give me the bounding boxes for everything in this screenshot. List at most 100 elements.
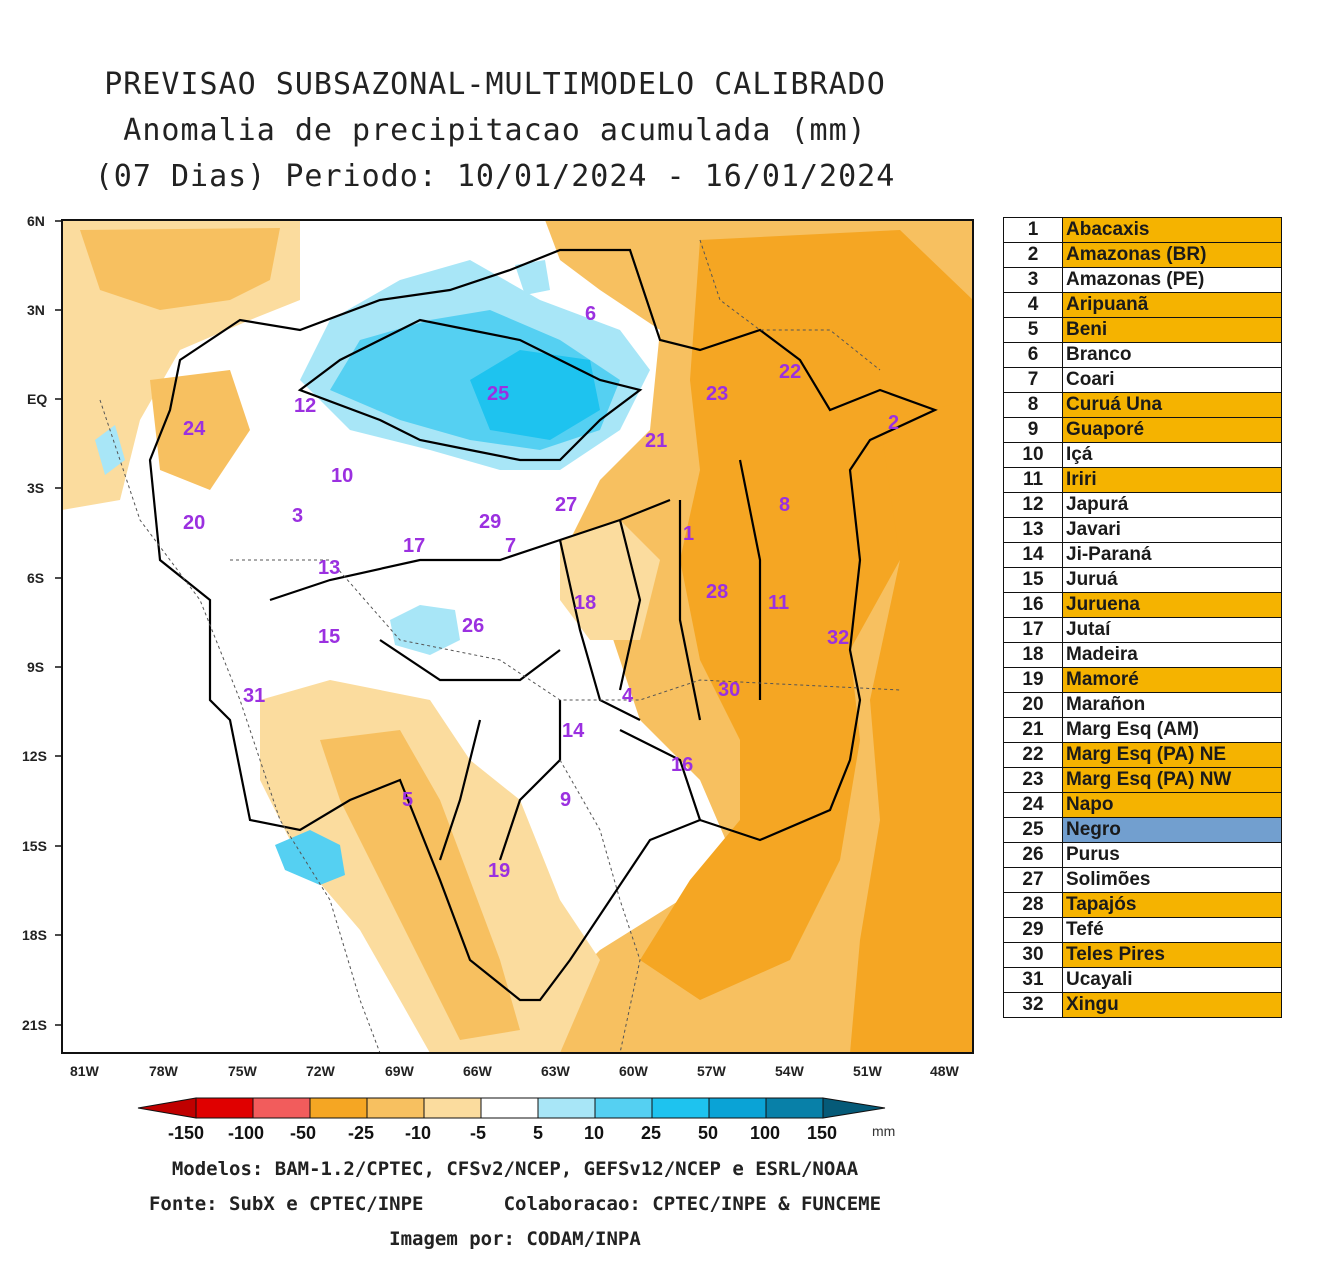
legend-row: 31 Ucayali [1003, 967, 1282, 993]
colorbar-swatch [252, 1097, 311, 1119]
basin-legend-body: 1 Abacaxis 2 Amazonas (BR) 3 Amazonas (PE) 4 Ar… [1003, 217, 1282, 1018]
legend-row: 22 Marg Esq (PA) NE [1003, 742, 1282, 768]
basin-label: 13 [318, 557, 340, 579]
dry-anomaly-madeira [560, 520, 660, 640]
colorbar-swatch [594, 1097, 653, 1119]
lon-label: 57W [697, 1063, 727, 1079]
colorbar: -150 -100 -50 -25 -10 -5 5 10 25 50 100 … [137, 1097, 895, 1143]
colorbar-label: -10 [405, 1123, 431, 1143]
basin-label: 21 [645, 430, 667, 452]
legend-row: 3 Amazonas (PE) [1003, 267, 1282, 293]
legend-row: 15 Juruá [1003, 567, 1282, 593]
legend-number: 27 [1003, 867, 1063, 893]
legend-number: 10 [1003, 442, 1063, 468]
lon-label: 75W [228, 1063, 258, 1079]
basin-label: 20 [183, 512, 205, 534]
lon-label: 78W [149, 1063, 179, 1079]
legend-row: 25 Negro [1003, 817, 1282, 843]
border-line-2 [230, 559, 901, 701]
basin-label: 6 [585, 303, 596, 325]
legend-basin-name: Purus [1062, 842, 1282, 868]
legend-number: 31 [1003, 967, 1063, 993]
legend-row: 28 Tapajós [1003, 892, 1282, 918]
basin-legend-table: 1 Abacaxis 2 Amazonas (BR) 3 Amazonas (PE) 4 Ar… [1003, 217, 1282, 1018]
colorbar-label: -5 [470, 1123, 486, 1143]
legend-basin-name: Iriri [1062, 467, 1282, 493]
legend-number: 25 [1003, 817, 1063, 843]
basin-label: 9 [560, 789, 571, 811]
basin-labels: 1 2 3 4 5 6 7 8 9 10 11 12 13 14 15 16 1… [183, 303, 899, 882]
legend-row: 6 Branco [1003, 342, 1282, 368]
basin-label: 22 [779, 361, 801, 383]
wet-anomaly-purus [390, 605, 460, 655]
legend-number: 24 [1003, 792, 1063, 818]
legend-basin-name: Amazonas (BR) [1062, 242, 1282, 268]
basin-label: 3 [292, 505, 303, 527]
legend-basin-name: Marañon [1062, 692, 1282, 718]
lon-label: 54W [775, 1063, 805, 1079]
colorbar-swatch [765, 1097, 824, 1119]
lat-label: 6S [27, 570, 44, 586]
legend-number: 11 [1003, 467, 1063, 493]
footer-image-credit: Imagem por: CODAM/INPA [389, 1228, 641, 1250]
legend-basin-name: Marg Esq (AM) [1062, 717, 1282, 743]
legend-number: 30 [1003, 942, 1063, 968]
legend-basin-name: Ji-Paraná [1062, 542, 1282, 568]
legend-number: 13 [1003, 517, 1063, 543]
basin-label: 15 [318, 626, 340, 648]
basin-label: 31 [243, 685, 265, 707]
lat-axis: 6N 3N EQ 3S 6S 9S 12S 15S 18S 21S [22, 213, 47, 1033]
legend-number: 17 [1003, 617, 1063, 643]
map-frame-border [61, 219, 974, 1054]
legend-row: 4 Aripuanã [1003, 292, 1282, 318]
dry-anomaly-napo [150, 370, 250, 490]
lon-label: 60W [619, 1063, 649, 1079]
legend-row: 13 Javari [1003, 517, 1282, 543]
legend-row: 17 Jutaí [1003, 617, 1282, 643]
legend-basin-name: Abacaxis [1062, 217, 1282, 243]
legend-row: 7 Coari [1003, 367, 1282, 393]
basin-label: 19 [488, 860, 510, 882]
legend-number: 26 [1003, 842, 1063, 868]
wet-anomaly-branco [515, 260, 550, 295]
legend-row: 30 Teles Pires [1003, 942, 1282, 968]
lon-label: 69W [385, 1063, 415, 1079]
basin-label: 27 [555, 494, 577, 516]
legend-basin-name: Teles Pires [1062, 942, 1282, 968]
basin-outlines [148, 248, 938, 1002]
lon-label: 81W [70, 1063, 100, 1079]
legend-number: 4 [1003, 292, 1063, 318]
legend-basin-name: Negro [1062, 817, 1282, 843]
lat-label: 3S [27, 480, 44, 496]
dry-anomaly-far-east [850, 400, 973, 1053]
legend-basin-name: Marg Esq (PA) NW [1062, 767, 1282, 793]
legend-row: 21 Marg Esq (AM) [1003, 717, 1282, 743]
basin-label: 18 [574, 592, 596, 614]
legend-basin-name: Madeira [1062, 642, 1282, 668]
legend-basin-name: Amazonas (PE) [1062, 267, 1282, 293]
legend-number: 7 [1003, 367, 1063, 393]
dry-anomaly-beni [320, 730, 520, 1040]
basin-label: 32 [827, 627, 849, 649]
basin-label: 11 [768, 592, 789, 614]
legend-basin-name: Içá [1062, 442, 1282, 468]
basin-label: 12 [294, 395, 316, 417]
legend-number: 15 [1003, 567, 1063, 593]
lat-label: 9S [27, 659, 44, 675]
basin-label: 28 [706, 581, 728, 603]
legend-basin-name: Guaporé [1062, 417, 1282, 443]
precipitation-map: 6N 3N EQ 3S 6S 9S 12S 15S 18S 21S 81W 78… [22, 213, 974, 1143]
basin-label: 17 [403, 535, 425, 557]
colorbar-swatch-gt-150 [822, 1097, 886, 1119]
legend-row: 10 Içá [1003, 442, 1282, 468]
basin-label: 16 [671, 754, 693, 776]
legend-basin-name: Japurá [1062, 492, 1282, 518]
legend-number: 29 [1003, 917, 1063, 943]
legend-row: 11 Iriri [1003, 467, 1282, 493]
colorbar-swatch [537, 1097, 596, 1119]
basin-label: 24 [183, 418, 206, 440]
country-borders [99, 239, 901, 1054]
lon-label: 66W [463, 1063, 493, 1079]
legend-number: 9 [1003, 417, 1063, 443]
legend-row: 32 Xingu [1003, 992, 1282, 1018]
